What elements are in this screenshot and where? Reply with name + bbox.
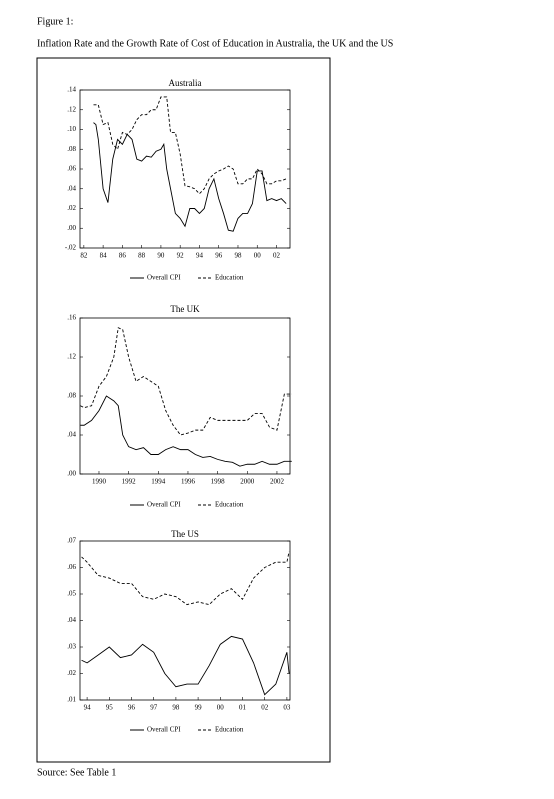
x-tick-label: 95 (106, 704, 114, 712)
y-tick-label: .04 (67, 184, 76, 192)
y-tick-label: .05 (67, 590, 76, 598)
x-tick-label: 00 (254, 252, 262, 260)
x-tick-label: 94 (84, 704, 92, 712)
y-tick-label: .12 (67, 105, 76, 113)
x-tick-label: 88 (138, 252, 146, 260)
y-tick-label: .06 (67, 563, 76, 571)
x-tick-label: 82 (80, 252, 88, 260)
figure-frame (36, 57, 331, 763)
legend-label: Education (215, 274, 244, 282)
y-tick-label: .07 (67, 537, 76, 545)
y-tick-label: .02 (67, 204, 76, 212)
figure-caption: Inflation Rate and the Growth Rate of Co… (37, 38, 393, 49)
x-tick-label: 2000 (240, 478, 255, 486)
y-tick-label: .04 (67, 616, 76, 624)
x-tick-label: 1990 (92, 478, 107, 486)
y-tick-label: .16 (67, 314, 76, 322)
x-tick-label: 86 (119, 252, 127, 260)
x-tick-label: 98 (234, 252, 242, 260)
series-line (80, 327, 292, 436)
y-tick-label: .12 (67, 353, 76, 361)
legend-label: Education (215, 726, 244, 734)
plot-frame (79, 317, 291, 475)
chart-title: The US (171, 529, 199, 539)
x-tick-label: 2002 (270, 478, 285, 486)
series-line (93, 96, 287, 195)
x-tick-label: 97 (150, 704, 158, 712)
y-tick-label: .02 (67, 669, 76, 677)
x-tick-label: 96 (128, 704, 136, 712)
figure-label: Figure 1: (37, 16, 73, 27)
x-tick-label: 1994 (151, 478, 166, 486)
y-tick-label: .00 (67, 470, 76, 478)
series-line (81, 551, 290, 606)
series-line (81, 635, 290, 696)
x-tick-label: 84 (100, 252, 108, 260)
y-tick-label: .03 (67, 643, 76, 651)
y-tick-label: .14 (67, 86, 76, 94)
legend-label: Education (215, 501, 244, 509)
chart-title: The UK (170, 304, 200, 314)
y-tick-label: .00 (67, 224, 76, 232)
x-tick-label: 96 (215, 252, 223, 260)
x-tick-label: 1996 (181, 478, 196, 486)
series-line (93, 122, 287, 232)
x-tick-label: 92 (177, 252, 185, 260)
y-tick-label: .08 (67, 145, 76, 153)
legend-label: Overall CPI (147, 501, 181, 509)
x-tick-label: 01 (239, 704, 247, 712)
y-tick-label: .06 (67, 165, 76, 173)
x-tick-label: 02 (261, 704, 269, 712)
source-note: Source: See Table 1 (37, 767, 116, 778)
x-tick-label: 98 (172, 704, 180, 712)
chart-title: Australia (169, 78, 202, 88)
y-tick-label: .01 (67, 696, 76, 704)
x-tick-label: 90 (157, 252, 165, 260)
series-line (80, 395, 292, 467)
y-tick-label: .10 (67, 125, 76, 133)
y-tick-label: .04 (67, 431, 76, 439)
x-tick-label: 1992 (122, 478, 137, 486)
x-tick-label: 1998 (211, 478, 226, 486)
x-tick-label: 00 (217, 704, 225, 712)
legend-label: Overall CPI (147, 726, 181, 734)
y-tick-label: -.02 (65, 244, 77, 252)
legend-label: Overall CPI (147, 274, 181, 282)
x-tick-label: 02 (273, 252, 281, 260)
y-tick-label: .08 (67, 392, 76, 400)
x-tick-label: 94 (196, 252, 204, 260)
x-tick-label: 03 (283, 704, 291, 712)
x-tick-label: 99 (195, 704, 203, 712)
